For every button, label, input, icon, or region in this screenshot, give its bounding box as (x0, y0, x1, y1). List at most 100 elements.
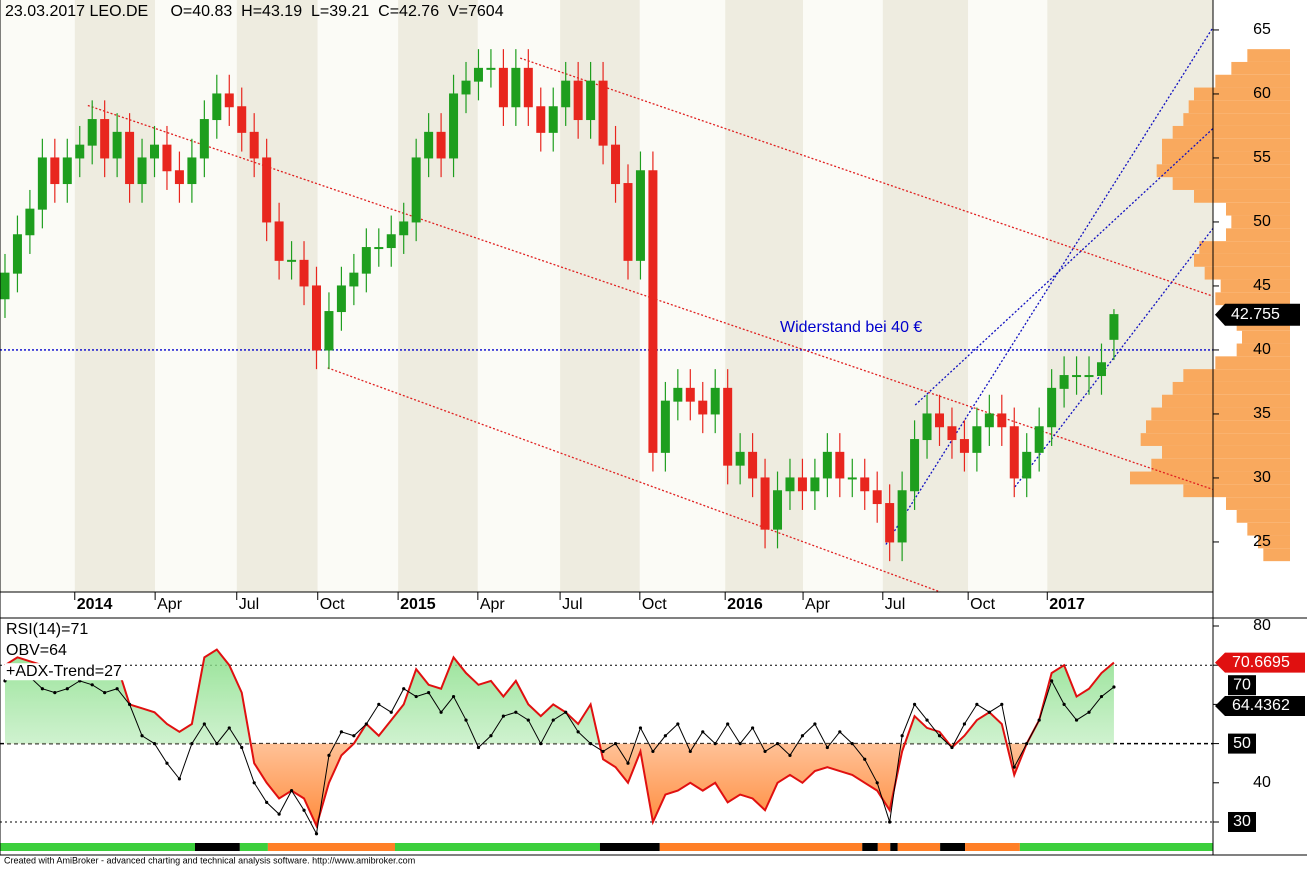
volume-profile-bar (1194, 189, 1290, 203)
volume-profile-bar (1236, 509, 1290, 523)
volume-profile-bar (1188, 100, 1290, 114)
obv-point (40, 687, 44, 691)
y-tick-label: 55 (1253, 149, 1271, 166)
obv-point (589, 741, 593, 746)
volume-profile-bar (1172, 125, 1290, 139)
last-price-label: 42.755 (1231, 306, 1280, 323)
candle-body (847, 477, 857, 480)
footer: Created with AmiBroker - advanced charti… (4, 855, 415, 865)
candle-body (336, 285, 346, 313)
volume-profile-bar (1151, 407, 1290, 421)
obv-point (738, 741, 742, 746)
volume-profile-bar (1151, 458, 1290, 472)
quarter-band (236, 0, 318, 592)
legend-text: RSI(14)=71 (6, 621, 88, 638)
quarter-band (74, 0, 156, 592)
candle-body (486, 67, 496, 70)
obv-point (564, 710, 568, 714)
obv-point (850, 741, 854, 746)
x-tick-label: Oct (320, 596, 345, 613)
candle-body (685, 387, 695, 402)
candle-body (25, 208, 35, 236)
candle-body (299, 259, 309, 287)
obv-point (103, 691, 107, 695)
obv-point (539, 741, 543, 746)
obv-point (501, 714, 505, 718)
candle-body (648, 170, 658, 453)
adx-segment (862, 843, 878, 851)
candle-body (249, 131, 259, 159)
candle-body (698, 400, 708, 415)
volume-profile-bar (1172, 381, 1290, 395)
obv-point (576, 730, 580, 734)
obv-point (327, 753, 331, 757)
legend-text: +ADX-Trend=27 (6, 663, 122, 680)
annotation: Widerstand bei 40 € (780, 319, 922, 336)
obv-point (339, 730, 344, 734)
candle-body (449, 93, 459, 159)
adx-segment (877, 843, 891, 851)
volume-profile-bar (1226, 497, 1290, 510)
obv-point (713, 741, 717, 746)
candle-body (548, 106, 558, 133)
candle-body (723, 387, 733, 466)
y-tick-label: 30 (1253, 469, 1271, 486)
obv-point (763, 749, 767, 754)
candle-body (424, 131, 434, 159)
adx-segment (239, 843, 268, 851)
candle-body (972, 426, 982, 453)
quarter-band (398, 0, 478, 592)
volume-profile-bar (1194, 87, 1290, 101)
x-tick-label: 2017 (1049, 596, 1085, 613)
volume-profile-bar (1156, 164, 1290, 178)
obv-point (1087, 710, 1091, 714)
obv-point (240, 745, 244, 750)
x-tick-label: Oct (970, 596, 995, 613)
candle-body (37, 157, 47, 210)
obv-point (489, 734, 493, 738)
candle-body (835, 451, 845, 479)
candle-body (910, 439, 920, 492)
obv-point (950, 745, 954, 750)
tick-box (1228, 675, 1256, 696)
candle-body (324, 311, 334, 351)
obv-point (925, 718, 929, 722)
y-tick-label: 40 (1253, 341, 1271, 358)
obv-point (53, 691, 57, 695)
rsi-fill-down (4, 743, 1114, 826)
candle-body (959, 439, 969, 453)
obv-point (800, 734, 805, 738)
obv-point (975, 702, 979, 706)
y-tick-label: 40 (1253, 774, 1271, 791)
candle-body (0, 272, 10, 300)
candle-body (797, 477, 807, 492)
tick-box (1228, 733, 1256, 754)
candle-body (822, 451, 832, 479)
obv-point (1025, 741, 1029, 746)
obv-point (551, 718, 555, 722)
candle-body (187, 157, 197, 185)
candle-body (872, 490, 882, 505)
obv-point (227, 726, 231, 730)
candle-body (174, 170, 184, 185)
volume-profile-bar (1194, 253, 1290, 267)
adx-segment (599, 843, 660, 851)
last-value-label: 64.4362 (1232, 697, 1290, 714)
volume-profile-bar (1215, 356, 1290, 370)
adx-segment (940, 843, 966, 851)
candle-body (411, 157, 421, 223)
obv-point (1062, 702, 1066, 706)
obv-point (663, 734, 667, 738)
obv-point (1000, 702, 1004, 706)
candle-body (536, 106, 546, 133)
candle-body (150, 144, 160, 159)
obv-point (987, 710, 991, 714)
volume-profile-bar (1226, 228, 1290, 242)
candle-body (623, 183, 633, 261)
volume-profile-bar (1220, 279, 1290, 293)
obv-point (414, 694, 418, 699)
quarter-band (803, 0, 883, 592)
candle-body (212, 93, 222, 121)
